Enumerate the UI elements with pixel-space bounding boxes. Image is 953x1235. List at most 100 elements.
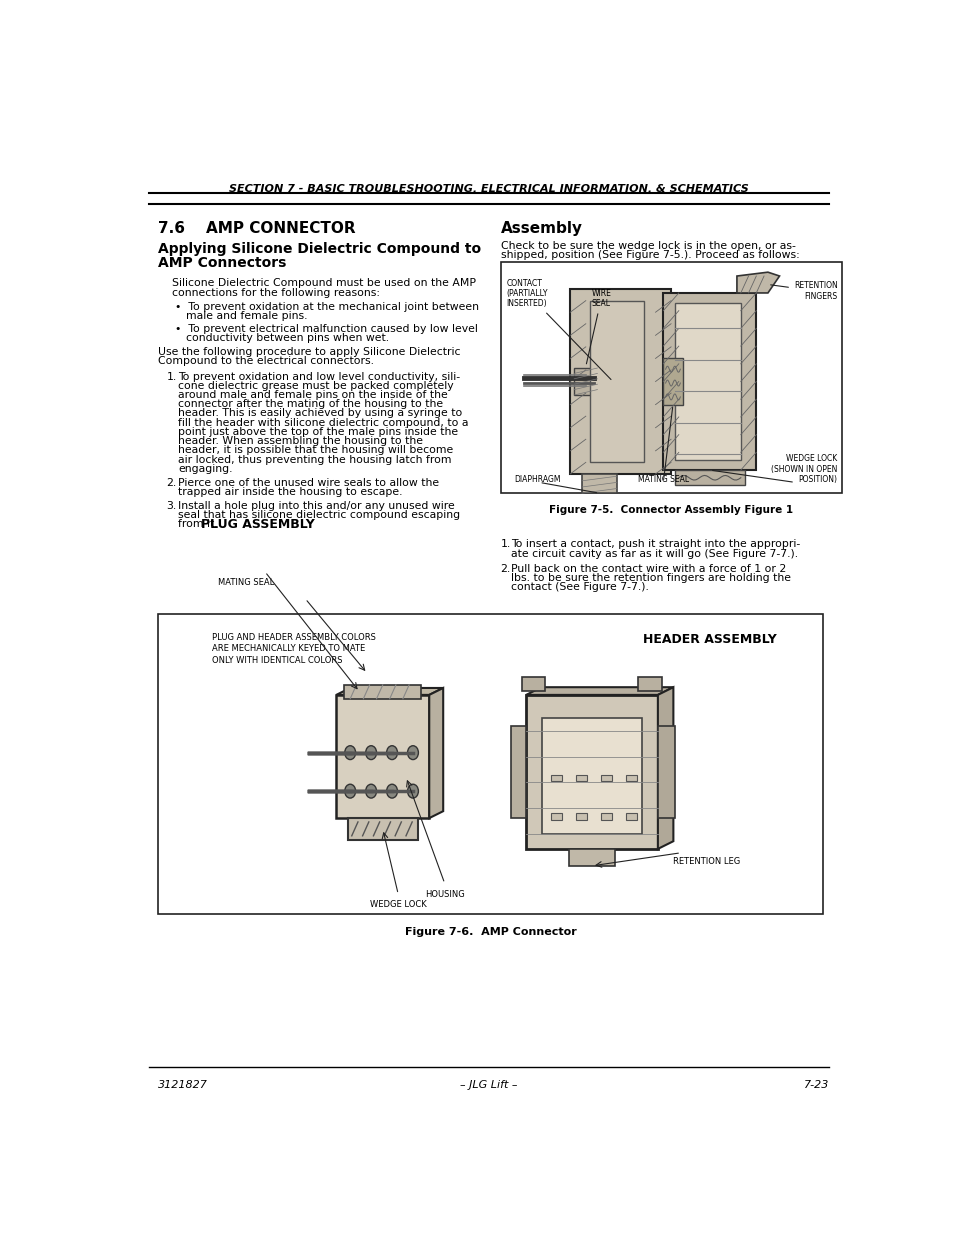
Text: point just above the top of the male pins inside the: point just above the top of the male pin… (178, 427, 457, 437)
Bar (674, 471, 744, 485)
Text: To insert a contact, push it straight into the appropri-: To insert a contact, push it straight in… (511, 540, 800, 550)
Text: connector after the mating of the housing to the: connector after the mating of the housin… (178, 399, 443, 409)
Bar (589, 300, 643, 462)
Bar (638, 677, 661, 692)
Text: from it.: from it. (178, 520, 217, 530)
Text: conductivity between pins when wet.: conductivity between pins when wet. (186, 333, 389, 343)
Text: seal that has silicone dielectric compound escaping: seal that has silicone dielectric compou… (178, 510, 459, 520)
Text: air locked, thus preventing the housing latch from: air locked, thus preventing the housing … (178, 454, 451, 464)
Text: Compound to the electrical connectors.: Compound to the electrical connectors. (158, 356, 374, 366)
Bar (626, 776, 637, 782)
Text: HOUSING: HOUSING (424, 889, 464, 899)
Bar (344, 685, 421, 699)
Bar (541, 718, 641, 834)
Text: Check to be sure the wedge lock is in the open, or as-: Check to be sure the wedge lock is in th… (500, 241, 795, 251)
Bar (500, 262, 841, 493)
Polygon shape (335, 688, 443, 695)
Text: 3.: 3. (167, 501, 176, 511)
Bar (335, 695, 429, 818)
Bar (600, 814, 612, 820)
Text: CONTACT
(PARTIALLY
INSERTED): CONTACT (PARTIALLY INSERTED) (506, 279, 610, 379)
Text: •  To prevent oxidation at the mechanical joint between: • To prevent oxidation at the mechanical… (174, 303, 478, 312)
Bar (574, 368, 597, 395)
Bar (158, 614, 822, 914)
Text: engaging.: engaging. (178, 464, 233, 474)
Text: cone dielectric grease must be packed completely: cone dielectric grease must be packed co… (178, 380, 454, 390)
Text: Install a hole plug into this and/or any unused wire: Install a hole plug into this and/or any… (178, 501, 455, 511)
Text: DIAPHRAGM: DIAPHRAGM (514, 475, 560, 484)
Text: Applying Silicone Dielectric Compound to: Applying Silicone Dielectric Compound to (158, 242, 480, 256)
Text: WIRE
SEAL: WIRE SEAL (586, 289, 611, 364)
Ellipse shape (407, 746, 418, 760)
Ellipse shape (386, 746, 397, 760)
Polygon shape (658, 726, 674, 818)
Text: 7-23: 7-23 (803, 1079, 828, 1091)
Text: MATING SEAL: MATING SEAL (637, 475, 688, 484)
Bar (662, 358, 682, 405)
Polygon shape (736, 272, 779, 293)
Bar (662, 293, 756, 471)
Bar (576, 814, 586, 820)
Text: HEADER ASSEMBLY: HEADER ASSEMBLY (642, 634, 776, 646)
Polygon shape (658, 687, 673, 848)
Text: around male and female pins on the inside of the: around male and female pins on the insid… (178, 390, 447, 400)
Ellipse shape (344, 784, 355, 798)
Text: WEDGE LOCK
(SHOWN IN OPEN
POSITION): WEDGE LOCK (SHOWN IN OPEN POSITION) (770, 454, 837, 484)
Ellipse shape (365, 784, 376, 798)
Bar (525, 695, 658, 848)
Text: WEDGE LOCK: WEDGE LOCK (370, 900, 426, 909)
Bar (550, 776, 561, 782)
Bar (348, 818, 417, 840)
Text: SECTION 7 - BASIC TROUBLESHOOTING, ELECTRICAL INFORMATION, & SCHEMATICS: SECTION 7 - BASIC TROUBLESHOOTING, ELECT… (229, 184, 748, 194)
Text: Figure 7-5.  Connector Assembly Figure 1: Figure 7-5. Connector Assembly Figure 1 (548, 505, 792, 515)
Text: 7.6    AMP CONNECTOR: 7.6 AMP CONNECTOR (158, 221, 355, 236)
Text: trapped air inside the housing to escape.: trapped air inside the housing to escape… (178, 487, 402, 496)
Polygon shape (429, 688, 443, 818)
Bar (597, 378, 639, 385)
Text: PLUG ASSEMBLY: PLUG ASSEMBLY (200, 517, 314, 531)
Text: header. When assembling the housing to the: header. When assembling the housing to t… (178, 436, 423, 446)
Bar (568, 848, 615, 866)
Text: fill the header with silicone dielectric compound, to a: fill the header with silicone dielectric… (178, 417, 468, 427)
Text: PLUG AND HEADER ASSEMBLY COLORS
ARE MECHANICALLY KEYED TO MATE
ONLY WITH IDENTIC: PLUG AND HEADER ASSEMBLY COLORS ARE MECH… (212, 634, 375, 664)
Polygon shape (510, 726, 525, 818)
Text: 2.: 2. (167, 478, 176, 488)
Text: connections for the following reasons:: connections for the following reasons: (172, 288, 379, 298)
Ellipse shape (386, 784, 397, 798)
Polygon shape (525, 687, 673, 695)
Bar (521, 677, 545, 692)
Text: 1.: 1. (167, 372, 176, 382)
Bar (600, 776, 612, 782)
Text: Pull back on the contact wire with a force of 1 or 2: Pull back on the contact wire with a for… (511, 564, 786, 574)
Text: shipped, position (See Figure 7-5.). Proceed as follows:: shipped, position (See Figure 7-5.). Pro… (500, 249, 799, 259)
Text: header. This is easily achieved by using a syringe to: header. This is easily achieved by using… (178, 409, 462, 419)
Ellipse shape (344, 746, 355, 760)
Text: RETENTION
FINGERS: RETENTION FINGERS (770, 282, 837, 300)
Text: 3121827: 3121827 (158, 1079, 208, 1091)
Text: male and female pins.: male and female pins. (186, 311, 307, 321)
Text: 1.: 1. (500, 540, 510, 550)
Ellipse shape (365, 746, 376, 760)
Bar (570, 289, 670, 474)
Text: •  To prevent electrical malfunction caused by low level: • To prevent electrical malfunction caus… (174, 324, 477, 333)
Text: RETENTION LEG: RETENTION LEG (673, 857, 740, 866)
Text: Figure 7-6.  AMP Connector: Figure 7-6. AMP Connector (404, 926, 576, 936)
Text: contact (See Figure 7-7.).: contact (See Figure 7-7.). (511, 583, 649, 593)
Text: ate circuit cavity as far as it will go (See Figure 7-7.).: ate circuit cavity as far as it will go … (511, 548, 798, 558)
Bar (576, 776, 586, 782)
Text: – JLG Lift –: – JLG Lift – (459, 1079, 517, 1091)
Text: AMP Connectors: AMP Connectors (158, 256, 286, 270)
Bar (626, 814, 637, 820)
Text: Pierce one of the unused wire seals to allow the: Pierce one of the unused wire seals to a… (178, 478, 438, 488)
Bar (674, 303, 740, 461)
Text: 2.: 2. (500, 564, 510, 574)
Text: header, it is possible that the housing will become: header, it is possible that the housing … (178, 446, 453, 456)
Text: lbs. to be sure the retention fingers are holding the: lbs. to be sure the retention fingers ar… (511, 573, 791, 583)
Bar (633, 379, 642, 384)
Bar (550, 814, 561, 820)
Ellipse shape (407, 784, 418, 798)
Text: MATING SEAL: MATING SEAL (218, 578, 274, 587)
Text: To prevent oxidation and low level conductivity, sili-: To prevent oxidation and low level condu… (178, 372, 459, 382)
Text: Use the following procedure to apply Silicone Dielectric: Use the following procedure to apply Sil… (158, 347, 460, 357)
Text: Assembly: Assembly (500, 221, 582, 236)
